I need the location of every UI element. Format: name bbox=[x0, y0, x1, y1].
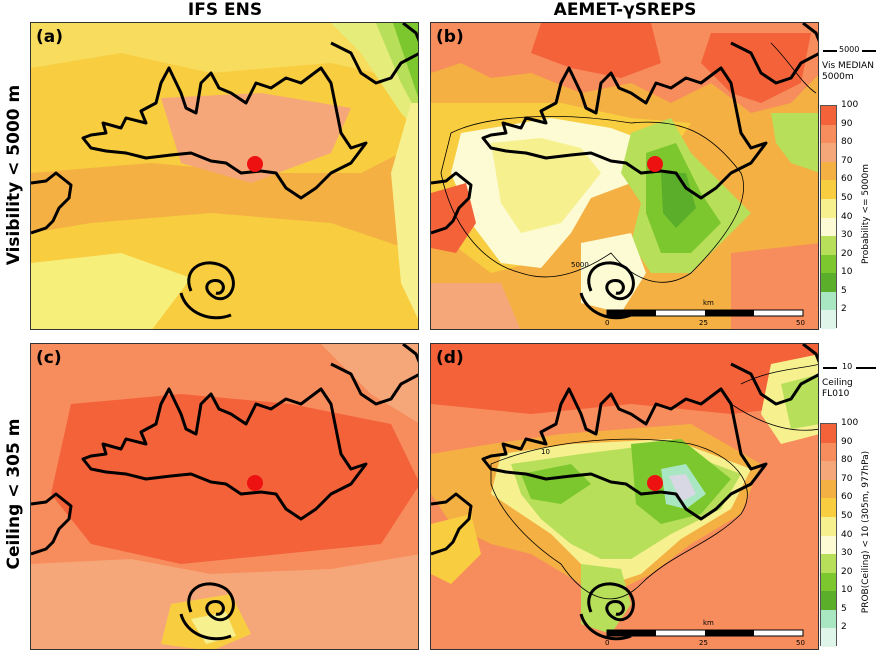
probability-map-b: 5000 km 0 25 50 bbox=[431, 23, 818, 329]
colorbar-tick-label: 80 bbox=[841, 137, 853, 148]
scalebar-unit-b: km bbox=[703, 299, 714, 307]
column-title-aemet: AEMET-γSREPS bbox=[553, 0, 697, 20]
colorbar-tick-label: 30 bbox=[841, 548, 853, 559]
legend-line-ceil-right bbox=[856, 367, 876, 369]
legend-line-vis bbox=[823, 50, 837, 52]
colorbar-tick-label: 40 bbox=[841, 529, 853, 540]
scalebar-tick-50-d: 50 bbox=[796, 639, 805, 647]
legend-text-ceil-2: FL010 bbox=[822, 389, 850, 399]
colorbar-tick-label: 60 bbox=[841, 492, 853, 503]
legend-line-ceil bbox=[823, 367, 837, 369]
colorbar-segment bbox=[821, 442, 836, 462]
colorbar-segment bbox=[821, 498, 836, 518]
colorbar-tick-label: 50 bbox=[841, 192, 853, 203]
colorbar-segment bbox=[821, 609, 836, 629]
colorbar-tick-label: 50 bbox=[841, 510, 853, 521]
colorbar-tick-label: 20 bbox=[841, 566, 853, 577]
panel-label-b: (b) bbox=[436, 27, 464, 47]
colorbar-segment bbox=[821, 273, 836, 293]
colorbar-segment bbox=[821, 424, 836, 444]
colorbar-label-visibility: Probability <= 5000m bbox=[861, 163, 871, 265]
colorbar-tick-label: 5 bbox=[841, 603, 847, 614]
column-title-ifs: IFS ENS bbox=[187, 0, 263, 20]
legend-text-ceil-1: Ceiling bbox=[822, 378, 853, 388]
colorbar-visibility bbox=[820, 105, 837, 330]
legend-value-vis: 5000 bbox=[839, 45, 860, 54]
legend-line-vis-right bbox=[862, 50, 876, 52]
colorbar-tick-label: 10 bbox=[841, 267, 853, 278]
colorbar-segment bbox=[821, 161, 836, 181]
map-panel-d: 10 km 0 25 50 (d) bbox=[430, 343, 819, 650]
colorbar-segment bbox=[821, 180, 836, 200]
scalebar-tick-25-b: 25 bbox=[699, 319, 708, 327]
colorbar-segment bbox=[821, 143, 836, 163]
legend-text-vis-1: Vis MEDIAN bbox=[822, 61, 874, 71]
colorbar-tick-label: 2 bbox=[841, 304, 847, 315]
map-panel-a: (a) bbox=[30, 22, 419, 330]
map-panel-c: (c) bbox=[30, 343, 419, 650]
colorbar-segment bbox=[821, 479, 836, 499]
colorbar-tick-label: 20 bbox=[841, 248, 853, 259]
colorbar-segment bbox=[821, 217, 836, 237]
colorbar-tick-label: 10 bbox=[841, 585, 853, 596]
colorbar-tick-label: 30 bbox=[841, 230, 853, 241]
contour-label-b: 5000 bbox=[571, 261, 589, 269]
colorbar-segment bbox=[821, 291, 836, 311]
colorbar-segment bbox=[821, 572, 836, 592]
colorbar-segment bbox=[821, 554, 836, 574]
colorbar-ceiling bbox=[820, 423, 837, 648]
panel-label-a: (a) bbox=[36, 27, 64, 47]
scalebar-tick-0-b: 0 bbox=[605, 319, 609, 327]
colorbar-segment bbox=[821, 461, 836, 481]
colorbar-tick-label: 90 bbox=[841, 118, 853, 129]
row-title-visibility: Visibility < 5000 m bbox=[4, 84, 24, 266]
colorbar-tick-label: 70 bbox=[841, 473, 853, 484]
colorbar-tick-label: 100 bbox=[841, 418, 859, 428]
colorbar-segment bbox=[821, 124, 836, 144]
legend-value-ceil: 10 bbox=[842, 362, 853, 371]
colorbar-tick-label: 80 bbox=[841, 455, 853, 466]
colorbar-tick-label: 2 bbox=[841, 622, 847, 633]
map-panel-b: 5000 km 0 25 50 (b) bbox=[430, 22, 819, 330]
colorbar-tick-label: 60 bbox=[841, 174, 853, 185]
colorbar-label-ceiling: PROB(Ceiling) < 10 (305m, 977hPa) bbox=[861, 450, 871, 614]
colorbar-segment bbox=[821, 535, 836, 555]
scalebar-unit-d: km bbox=[703, 619, 714, 627]
colorbar-segment bbox=[821, 236, 836, 256]
legend-text-vis-2: 5000m bbox=[822, 72, 854, 82]
colorbar-tick-label: 70 bbox=[841, 155, 853, 166]
scalebar-tick-25-d: 25 bbox=[699, 639, 708, 647]
scalebar-tick-50-b: 50 bbox=[796, 319, 805, 327]
probability-map-d: 10 km 0 25 50 bbox=[431, 344, 818, 649]
colorbar-tick-label: 90 bbox=[841, 436, 853, 447]
colorbar-segment bbox=[821, 591, 836, 611]
probability-map-a bbox=[31, 23, 418, 329]
colorbar-tick-label: 5 bbox=[841, 285, 847, 296]
colorbar-segment bbox=[821, 628, 836, 648]
scalebar-tick-0-d: 0 bbox=[605, 639, 609, 647]
probability-map-c bbox=[31, 344, 418, 649]
colorbar-tick-label: 100 bbox=[841, 100, 859, 110]
colorbar-tick-label: 40 bbox=[841, 211, 853, 222]
contour-label-d: 10 bbox=[541, 448, 550, 456]
colorbar-segment bbox=[821, 106, 836, 126]
panel-label-c: (c) bbox=[36, 348, 62, 368]
row-title-ceiling: Ceiling < 305 m bbox=[4, 418, 24, 570]
colorbar-segment bbox=[821, 310, 836, 330]
panel-label-d: (d) bbox=[436, 348, 464, 368]
colorbar-segment bbox=[821, 198, 836, 218]
colorbar-segment bbox=[821, 254, 836, 274]
colorbar-segment bbox=[821, 516, 836, 536]
